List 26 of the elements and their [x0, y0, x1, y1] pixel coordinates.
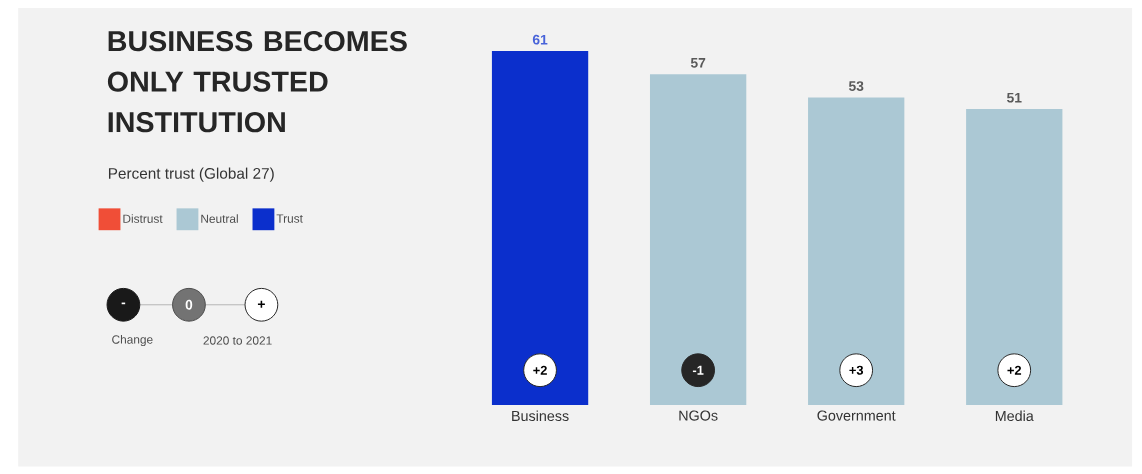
- bar: [808, 97, 905, 406]
- data-label: 53: [848, 81, 864, 92]
- text: +: [257, 300, 265, 308]
- text: Change: [112, 335, 153, 347]
- text: BUSINESS BECOMES ONLY TRUSTED INSTITUTION: [107, 31, 407, 133]
- data-label: 57: [690, 58, 706, 68]
- data-label: 51: [1006, 93, 1022, 103]
- data-label: 61: [532, 34, 548, 45]
- x-tick-label: Business: [512, 410, 569, 422]
- bar: [491, 51, 589, 406]
- x-tick-label: Government: [817, 410, 896, 421]
- bar: [649, 74, 747, 406]
- x-tick-label: Media: [995, 410, 1034, 422]
- annotation: -1: [692, 366, 704, 375]
- text: 2020 to 2021: [203, 336, 272, 345]
- annotation: +2: [1007, 365, 1022, 375]
- bar: [966, 109, 1063, 406]
- annotation: +3: [849, 365, 864, 375]
- text: Percent trust (Global 27): [108, 167, 274, 183]
- text: -: [121, 302, 126, 305]
- text: 0: [185, 300, 193, 310]
- x-tick-label: NGOs: [679, 410, 718, 421]
- legend-label: Trust: [276, 214, 303, 223]
- legend-label: Distrust: [123, 214, 163, 224]
- annotation: +2: [533, 365, 547, 375]
- legend-label: Neutral: [201, 214, 238, 224]
